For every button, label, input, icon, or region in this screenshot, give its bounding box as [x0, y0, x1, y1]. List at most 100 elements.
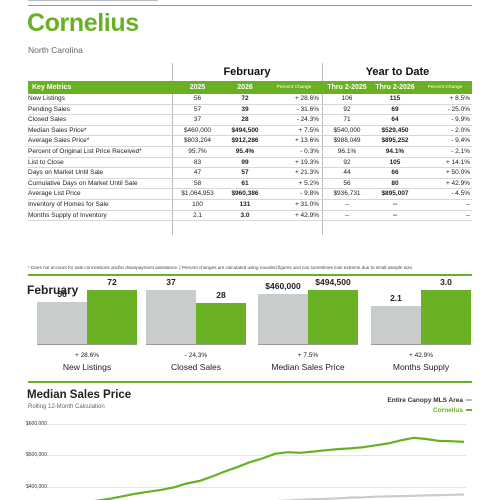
ytd-2025: 106 [341, 95, 353, 102]
bar-2025 [37, 302, 87, 344]
metric-label: Months Supply of Inventory [28, 211, 107, 219]
header-2025: 2025 [189, 84, 206, 91]
ytd-percent-change: - 2.0% [451, 126, 470, 134]
ytd-2025: $988,049 [333, 137, 361, 145]
ytd-2025: 92 [343, 105, 351, 113]
bar-2025 [371, 306, 421, 344]
metric-label: List to Close [28, 158, 64, 166]
y-tick-label: $600,000 [26, 421, 47, 427]
ytd-2026: 105 [389, 158, 401, 166]
bar-2026 [421, 290, 471, 344]
ytd-percent-change: - 9.9% [451, 116, 470, 124]
metric-label: Inventory of Homes for Sale [28, 200, 109, 208]
value-2025: 83 [193, 158, 202, 166]
bar-2025 [146, 290, 196, 344]
header-ytd-2025: Thru 2-2025 [327, 84, 367, 91]
value-2026: 28 [241, 116, 249, 124]
gridline [46, 455, 466, 457]
percent-change: - 31.6% [296, 105, 319, 113]
bar-value-label: 28 [216, 290, 226, 301]
legend-canopy-swatch [466, 399, 472, 402]
value-2026: 72 [241, 95, 249, 102]
metric-label: Closed Sales [28, 116, 67, 124]
percent-change: + 28.6% [294, 95, 319, 102]
percent-change: - 0.3% [300, 147, 319, 155]
bar-category-label: Months Supply [392, 362, 450, 372]
percent-change: + 21.3% [294, 169, 319, 177]
bar-value-label: $494,500 [315, 277, 351, 287]
value-2026: 57 [241, 169, 249, 177]
value-2025: 47 [193, 169, 202, 177]
value-2025: 2.1 [192, 211, 203, 219]
metric-label: Median Sales Price* [28, 126, 87, 134]
metric-label: New Listings [28, 95, 65, 102]
bar-2026 [308, 290, 358, 344]
bar-value-label: 72 [107, 277, 117, 287]
line-chart-subtitle: Rolling 12-Month Calculation [28, 404, 105, 410]
footnote: * Does not account for sale concessions … [28, 265, 414, 270]
table-row: Cumulative Days on Market Until Sale 58 61… [28, 179, 472, 190]
percent-change: - 9.8% [300, 190, 319, 198]
value-2026: $494,500 [231, 126, 259, 134]
table-row: Percent of Original List Price Received*… [28, 147, 472, 158]
ytd-percent-change: + 42.9% [445, 179, 470, 187]
header-metric: Key Metrics [32, 84, 72, 91]
section-divider [28, 381, 472, 383]
metric-label: Pending Sales [28, 105, 70, 113]
ytd-2026: -- [392, 200, 398, 208]
value-2025: $1,064,953 [181, 190, 214, 198]
ytd-2025: 71 [343, 116, 351, 124]
bar-value-label: 3.0 [440, 277, 452, 287]
bar-category-label: Median Sales Price [271, 362, 345, 372]
table-row: Average List Price $1,064,953 $960,386 - 9.… [28, 189, 472, 200]
header-ytd-percent-change: Percent Change [427, 85, 463, 90]
table-body: New Listings 56 72 + 28.6% 106 115 + 8.5% Pendi… [28, 94, 472, 222]
metric-label: Average Sales Price* [28, 137, 90, 145]
ytd-percent-change: - 2.1% [451, 147, 470, 155]
table-row: Pending Sales 57 39 - 31.6% 92 69 - 25.0% [28, 105, 472, 116]
bar-category-label: Closed Sales [170, 362, 222, 372]
value-2026: 95.4% [235, 147, 255, 155]
table-row: Months Supply of Inventory 2.1 3.0 + 42.9% -… [28, 211, 472, 222]
bar-percent-change: + 42.9% [408, 352, 434, 359]
top-rule [28, 0, 472, 6]
bar-value-label: 37 [166, 277, 176, 287]
bar-baseline [37, 344, 137, 345]
ytd-2025: $540,000 [333, 126, 361, 134]
bar-percent-change: + 7.5% [297, 352, 319, 359]
bar-2026 [87, 290, 137, 344]
header-2026: 2026 [237, 84, 253, 91]
ytd-2025: 92 [343, 158, 351, 166]
header-percent-change: Percent Change [276, 85, 312, 90]
value-2025: 100 [192, 200, 203, 208]
ytd-2026: $529,450 [381, 126, 409, 134]
y-tick-label: $400,000 [26, 483, 47, 490]
ytd-2025: $936,731 [333, 190, 361, 198]
value-2026: 131 [239, 200, 251, 208]
bar-2026 [196, 303, 246, 344]
bar-value-label: $460,000 [265, 280, 301, 291]
bar-2025 [258, 293, 308, 344]
series-line-1 [94, 436, 465, 500]
value-2026: 39 [241, 105, 249, 113]
metric-label: Average List Price [28, 190, 81, 198]
ytd-percent-change: - 9.4% [451, 137, 470, 145]
bar-category-label: New Listings [62, 362, 112, 372]
ytd-2026: 80 [391, 179, 399, 187]
table-row: Median Sales Price* $460,000 $494,500 + 7.5… [28, 126, 472, 137]
ytd-2026: $895,252 [381, 137, 409, 145]
ytd-2026: 115 [389, 95, 401, 102]
legend-cornelius-swatch [466, 409, 472, 412]
table-row: New Listings 56 72 + 28.6% 106 115 + 8.5% [28, 94, 472, 105]
percent-change: + 5.2% [298, 179, 319, 187]
ytd-2026: 94.1% [385, 147, 405, 155]
legend-cornelius: Cornelius [433, 407, 472, 414]
section-divider [28, 274, 472, 276]
value-2025: 58 [193, 179, 202, 187]
bar-percent-change: + 28.6% [74, 352, 100, 359]
ytd-2026: 64 [391, 116, 399, 124]
page-subtitle: North Carolina [28, 45, 83, 55]
table-header: Key Metrics 2025 2026 Percent Change Thr… [28, 81, 472, 94]
percent-change: - 24.3% [296, 116, 319, 124]
group-header-ytd: Year to Date [365, 66, 430, 78]
